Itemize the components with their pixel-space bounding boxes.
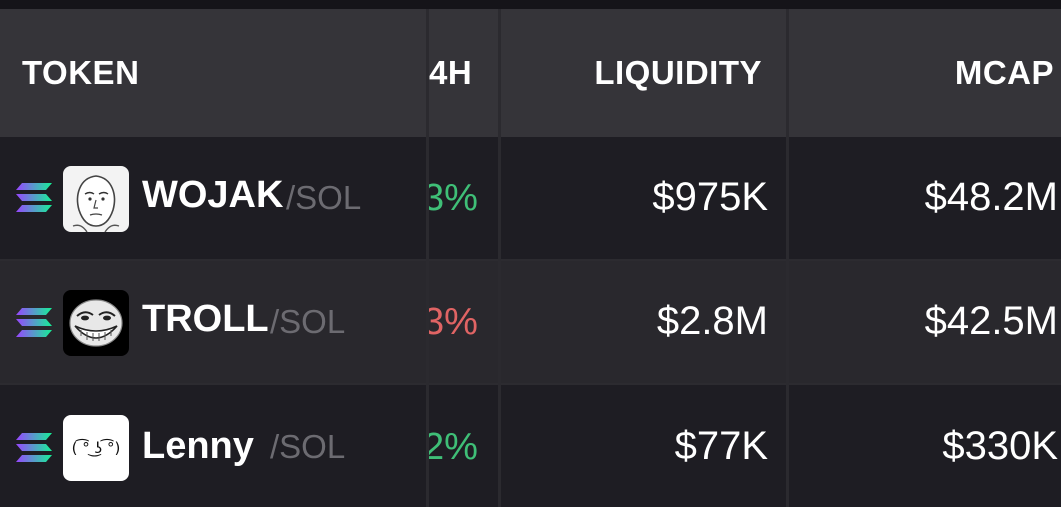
mcap-value: $42.5M <box>924 299 1058 343</box>
change-24h-value: 3% <box>429 177 478 219</box>
header-token[interactable]: TOKEN <box>22 54 140 91</box>
mcap-value: $48.2M <box>924 175 1058 219</box>
change-24h-value: 3% <box>429 301 478 343</box>
token-pair: /SOL <box>270 303 346 340</box>
lenny-face-icon: ( ͡° ͜ʖ ͡°) <box>63 415 129 481</box>
solana-icon <box>16 183 52 212</box>
trollface-icon <box>63 290 129 356</box>
token-pair: /SOL <box>270 428 346 465</box>
row-divider <box>0 259 1061 261</box>
table-header: TOKEN 4H LIQUIDITY MCAP <box>0 9 1061 137</box>
solana-icon <box>16 308 52 337</box>
column-divider <box>426 9 429 507</box>
token-pair: /SOL <box>286 179 362 216</box>
header-change-24h[interactable]: 4H <box>429 54 473 91</box>
row-divider <box>0 383 1061 385</box>
change-24h-value: 2% <box>429 426 478 468</box>
header-mcap[interactable]: MCAP <box>954 54 1054 91</box>
table-row[interactable]: WOJAK /SOL 3% $975K $48.2M <box>0 137 1061 259</box>
token-name[interactable]: WOJAK <box>142 174 284 216</box>
token-name[interactable]: TROLL <box>142 298 269 340</box>
top-border <box>0 0 1061 9</box>
wojak-face-icon <box>63 166 129 232</box>
liquidity-value: $975K <box>652 175 768 219</box>
header-liquidity[interactable]: LIQUIDITY <box>594 54 762 91</box>
liquidity-value: $77K <box>674 424 768 468</box>
column-divider <box>498 9 501 507</box>
table-row[interactable]: TROLL /SOL 3% $2.8M $42.5M <box>0 261 1061 383</box>
column-divider <box>786 9 789 507</box>
token-name[interactable]: Lenny <box>142 425 254 467</box>
liquidity-value: $2.8M <box>656 299 768 343</box>
mcap-value: $330K <box>942 424 1058 468</box>
solana-icon <box>16 433 52 462</box>
table-row[interactable]: ( ͡° ͜ʖ ͡°) Lenny /SOL 2% $77K $330K <box>0 385 1061 507</box>
